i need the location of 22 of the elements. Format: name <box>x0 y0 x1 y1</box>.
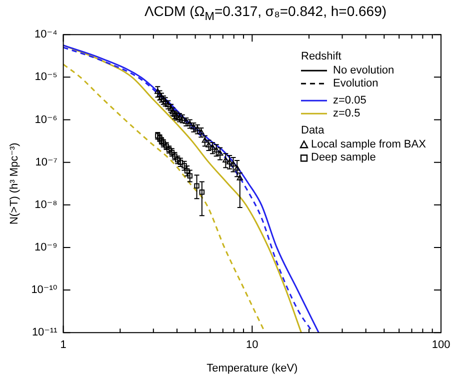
annotation: No evolution <box>333 64 394 77</box>
y-tick-label: 10⁻⁴ <box>34 28 58 41</box>
x-tick-label: 1 <box>60 339 66 352</box>
x-axis-title: Temperature (keV) <box>206 362 298 374</box>
legend-title: Redshift <box>301 50 342 63</box>
y-tick-label: 10⁻⁵ <box>34 71 58 84</box>
annotation: Data <box>301 124 326 137</box>
y-tick-label: 10⁻⁹ <box>34 241 58 254</box>
chart-title: ΛCDM (Ω$_{M}$=0.317, σ₈=0.842, h=0.669) <box>143 2 388 23</box>
y-axis-title: N(>T) (h³ Mpc⁻³) <box>8 142 21 225</box>
y-tick-label: 10⁻¹¹ <box>32 326 58 339</box>
x-tick-label: 100 <box>432 339 450 352</box>
annotation: Evolution <box>333 78 378 90</box>
legend-label: Local sample from BAX <box>311 138 427 151</box>
y-tick-label: 10⁻⁷ <box>35 156 58 168</box>
legend-label: Deep sample <box>311 152 376 164</box>
legend-label: z=0.5 <box>333 108 360 120</box>
x-tick-label: 10 <box>246 339 258 352</box>
y-tick-label: 10⁻¹⁰ <box>31 284 58 296</box>
y-tick-label: 10⁻⁸ <box>34 198 58 211</box>
legend-label: z=0.05 <box>333 94 366 107</box>
y-tick-label: 10⁻⁶ <box>34 114 58 126</box>
